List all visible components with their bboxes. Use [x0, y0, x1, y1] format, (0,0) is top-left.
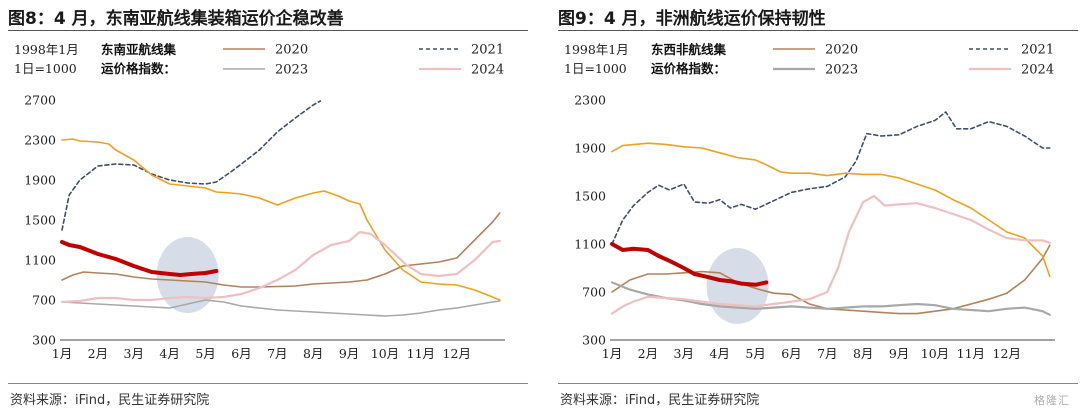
index-label: 运价格指数：	[101, 61, 176, 76]
x-tick-label: 4月	[709, 346, 729, 361]
series-line-2020	[611, 244, 1051, 315]
base-note: 1998年1月	[564, 42, 629, 57]
title-divider	[8, 30, 528, 31]
y-tick-label: 2300	[24, 133, 56, 148]
chart-title: 图9：4 月，非洲航线运价保持韧性	[558, 9, 826, 29]
base-note: 1998年1月	[14, 42, 79, 57]
y-tick-label: 2300	[574, 93, 606, 108]
y-tick-label: 1900	[24, 173, 56, 188]
legend-label: 2024	[1021, 63, 1054, 78]
line-chart: 1998年1月1日=1000东南亚航线集运价格指数：20202021202220…	[14, 42, 505, 361]
x-tick-label: 2月	[88, 346, 108, 361]
legend-label: 2020	[825, 43, 858, 58]
x-tick-label: 1月	[52, 346, 72, 361]
x-tick-label: 12月	[993, 346, 1021, 361]
series-line-2023	[61, 299, 501, 317]
x-tick-label: 9月	[339, 346, 359, 361]
series-line-2020	[61, 212, 501, 288]
series-line-2024	[60, 230, 501, 304]
index-label: 东西非航线集	[651, 42, 727, 57]
legend-label: 2020	[275, 43, 308, 58]
line-chart: 1998年1月1日=1000东西非航线集运价格指数：20202021202220…	[564, 42, 1055, 361]
source-note: 资料来源：iFind，民生证券研究院	[10, 393, 210, 408]
base-note: 1日=1000	[14, 61, 77, 76]
series-line-2022	[61, 138, 501, 301]
legend-label: 2021	[1021, 43, 1054, 58]
x-tick-label: 8月	[303, 346, 323, 361]
x-tick-label: 10月	[921, 346, 949, 361]
y-tick-label: 1500	[574, 189, 606, 204]
y-tick-label: 1900	[574, 141, 606, 156]
x-tick-label: 7月	[817, 346, 837, 361]
chart-panel-left: 图8：4 月，东南亚航线集装箱运价企稳改善 1998年1月 1日=1000 东南亚航…	[8, 0, 538, 415]
x-tick-label: 10月	[371, 346, 399, 361]
y-tick-label: 300	[32, 333, 56, 348]
x-tick-label: 2月	[638, 346, 658, 361]
x-tick-label: 5月	[745, 346, 765, 361]
legend-label: 2024	[471, 63, 504, 78]
title-divider	[558, 30, 1078, 31]
x-tick-label: 6月	[781, 346, 801, 361]
y-tick-label: 700	[32, 293, 56, 308]
watermark-logo: 格隆汇	[1034, 394, 1070, 407]
x-tick-label: 1月	[602, 346, 622, 361]
legend-label: 2021	[471, 43, 504, 58]
x-tick-label: 3月	[674, 346, 694, 361]
y-tick-label: 700	[582, 285, 606, 300]
source-divider	[558, 383, 1078, 384]
x-tick-label: 7月	[267, 346, 287, 361]
series-line-2023	[610, 281, 1051, 316]
legend-label: 2023	[275, 63, 308, 78]
x-tick-label: 5月	[195, 346, 215, 361]
y-tick-label: 300	[582, 333, 606, 348]
x-tick-label: 3月	[124, 346, 144, 361]
series-line-2021	[61, 100, 322, 231]
base-note: 1日=1000	[564, 61, 627, 76]
x-tick-label: 4月	[159, 346, 179, 361]
series-line-2025	[60, 240, 219, 277]
chart-title: 图8：4 月，东南亚航线集装箱运价企稳改善	[8, 9, 344, 29]
x-tick-label: 8月	[853, 346, 873, 361]
x-tick-label: 11月	[407, 346, 435, 361]
y-tick-label: 1100	[24, 253, 56, 268]
x-tick-label: 6月	[231, 346, 251, 361]
index-label: 东南亚航线集	[101, 42, 177, 57]
source-divider	[8, 383, 528, 384]
x-tick-label: 11月	[957, 346, 985, 361]
y-tick-label: 1100	[574, 237, 606, 252]
series-line-2024	[610, 194, 1051, 315]
x-tick-label: 9月	[889, 346, 909, 361]
y-tick-label: 1500	[24, 213, 56, 228]
chart-panel-right: 图9：4 月，非洲航线运价保持韧性 1998年1月 1日=1000 东西非航线集 运价…	[558, 0, 1080, 415]
series-line-2022	[611, 142, 1051, 278]
source-note: 资料来源：iFind，民生证券研究院	[560, 393, 760, 408]
series-line-2025	[610, 242, 769, 287]
y-tick-label: 2700	[24, 93, 56, 108]
legend-label: 2023	[825, 63, 858, 78]
series-line-2021	[611, 111, 1051, 245]
x-tick-label: 12月	[443, 346, 471, 361]
index-label: 运价格指数：	[651, 61, 726, 76]
